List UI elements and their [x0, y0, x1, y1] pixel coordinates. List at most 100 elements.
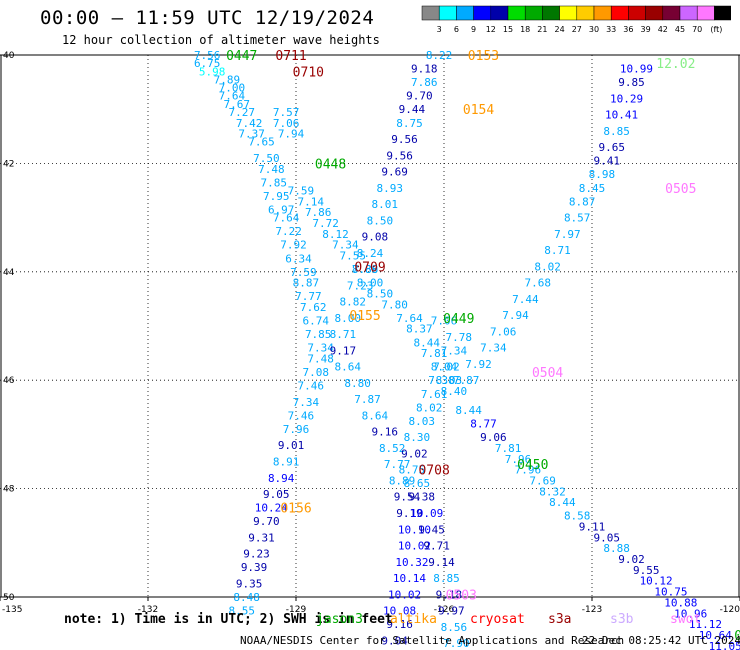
satellite-label-s3a: s3a — [548, 612, 572, 627]
color-scale-label: 3 — [437, 25, 442, 34]
pass-time-label: 0708 — [418, 464, 449, 479]
wave-height-value: 9.69 — [381, 166, 408, 179]
wave-height-value: 10.75 — [654, 586, 687, 599]
lat-tick-label: 48 — [3, 485, 15, 495]
axis-ticks: -135 -132 -129 -126 -123 -120 40 42 44 46 48 50 — [0, 51, 740, 615]
wave-height-value: 7.27 — [228, 106, 255, 119]
wave-height-value: 8.71 — [330, 328, 357, 341]
wave-height-value: 7.34 — [332, 239, 359, 252]
color-swatch — [714, 5, 731, 21]
wave-height-value: 10.96 — [674, 607, 707, 620]
color-scale-label: 36 — [623, 25, 633, 34]
wave-height-value: 9.31 — [248, 531, 275, 544]
wave-height-value: 9.56 — [386, 149, 413, 162]
wave-height-value: 7.34 — [307, 342, 334, 355]
color-scale-label: 18 — [520, 25, 530, 34]
wave-height-value: 7.81 — [495, 442, 522, 455]
wave-height-value: 7.37 — [238, 128, 265, 141]
wave-height-value: 7.57 — [273, 106, 300, 119]
color-scale-label: 12 — [486, 25, 496, 34]
wave-height-value: 7.59 — [290, 266, 317, 279]
color-swatch — [473, 5, 492, 21]
wave-height-value: 6.34 — [285, 252, 312, 265]
wave-height-value: 7.34 — [293, 396, 320, 409]
wave-height-value: 7.48 — [307, 353, 334, 366]
wave-height-value: 8.55 — [228, 605, 255, 618]
wave-height-value: 8.93 — [376, 182, 403, 195]
wave-height-value: 9.85 — [618, 76, 645, 89]
wave-height-value: 7.00 — [219, 82, 246, 95]
wave-height-value: 9.02 — [401, 447, 428, 460]
wave-height-value: 7.34 — [480, 342, 507, 355]
wave-height-value: 9.05 — [594, 531, 621, 544]
wave-height-value: 7.90 — [443, 637, 470, 650]
color-scale-label: 39 — [641, 25, 651, 34]
wave-height-value: 7.80 — [381, 298, 408, 311]
wave-height-value: 9.55 — [633, 564, 660, 577]
color-swatch — [456, 5, 474, 21]
wave-height-value: 7.62 — [300, 301, 327, 314]
wave-height-value: 7.06 — [273, 117, 300, 130]
wave-height-value: 8.44 — [413, 336, 440, 349]
pass-time-label: 0505 — [665, 182, 696, 197]
satellite-label-cryosat: cryosat — [470, 612, 525, 627]
map-grid — [0, 55, 740, 597]
wave-height-value: 9.54 — [394, 491, 421, 504]
wave-height-value: 8.91 — [273, 456, 300, 469]
wave-height-value: 8.87 — [569, 195, 596, 208]
wave-height-value: 8.00 — [357, 277, 384, 290]
wave-height-value: 8.45 — [579, 182, 606, 195]
color-scale-legend: 3 6 9 12 15 18 21 24 27 30 33 36 39 42 45 70 (ft) — [421, 5, 731, 34]
wave-height-value: 8.75 — [399, 464, 426, 477]
wave-height-value: 8.00 — [335, 312, 362, 325]
wave-height-value: 9.35 — [236, 577, 263, 590]
color-scale-unit: (ft) — [710, 25, 722, 34]
wave-height-values: 7.566.755.987.897.007.647.677.277.427.37… — [194, 49, 740, 650]
wave-height-value: 10.02 — [398, 540, 431, 553]
wave-height-value: 7.38 — [428, 374, 455, 387]
color-swatch — [645, 5, 664, 21]
wave-height-value: 8.24 — [357, 247, 384, 260]
wave-height-value: 9.65 — [598, 141, 625, 154]
wave-height-value: 8.82 — [339, 296, 366, 309]
wave-height-value: 7.89 — [352, 263, 379, 276]
satellite-label-swot: swot — [670, 612, 702, 627]
wave-height-value: 9.56 — [391, 133, 418, 146]
wave-height-value: 11.12 — [689, 618, 722, 631]
wave-height-value: 7.65 — [248, 136, 275, 149]
wave-height-value: 7.14 — [298, 195, 325, 208]
wave-height-value: 8.88 — [603, 542, 630, 555]
wave-height-value: 7.06 — [490, 325, 517, 338]
lat-tick-label: 44 — [3, 268, 15, 278]
wave-height-value: 7.81 — [421, 347, 448, 360]
wave-height-value: 8.02 — [534, 260, 561, 273]
color-swatch — [576, 5, 595, 21]
wave-height-value: 10.64 — [699, 629, 732, 642]
wave-height-value: 8.77 — [470, 418, 497, 431]
map-frame — [0, 54, 740, 598]
wave-height-value: 7.94 — [278, 128, 305, 141]
pass-time-label: 12.02 — [656, 57, 695, 72]
wave-height-value: 9.11 — [579, 521, 606, 534]
color-scale-label: 21 — [537, 25, 547, 34]
wave-height-value: 7.95 — [263, 190, 290, 203]
wave-height-value: 10.24 — [255, 502, 288, 515]
pass-time-label: 0450 — [517, 458, 548, 473]
wave-height-value: 7.72 — [312, 217, 339, 230]
satellite-label-altika: altika — [390, 612, 437, 627]
wave-height-value: 7.96 — [283, 423, 310, 436]
wave-height-value: 5.98 — [199, 65, 226, 78]
lat-tick-label: 46 — [3, 376, 15, 386]
wave-height-value: 7.87 — [453, 374, 480, 387]
wave-height-value: 8.58 — [564, 510, 591, 523]
wave-height-value: 10.09 — [410, 507, 443, 520]
wave-height-value: 9.18 — [411, 63, 438, 76]
wave-height-value: 8.12 — [322, 228, 349, 241]
wave-height-value: 10.14 — [393, 572, 426, 585]
wave-height-value: 9.05 — [263, 488, 290, 501]
wave-height-value: 9.70 — [253, 515, 280, 528]
wave-height-value: 7.64 — [219, 90, 246, 103]
color-scale-label: 30 — [589, 25, 599, 34]
wave-height-value: 9.02 — [618, 553, 645, 566]
